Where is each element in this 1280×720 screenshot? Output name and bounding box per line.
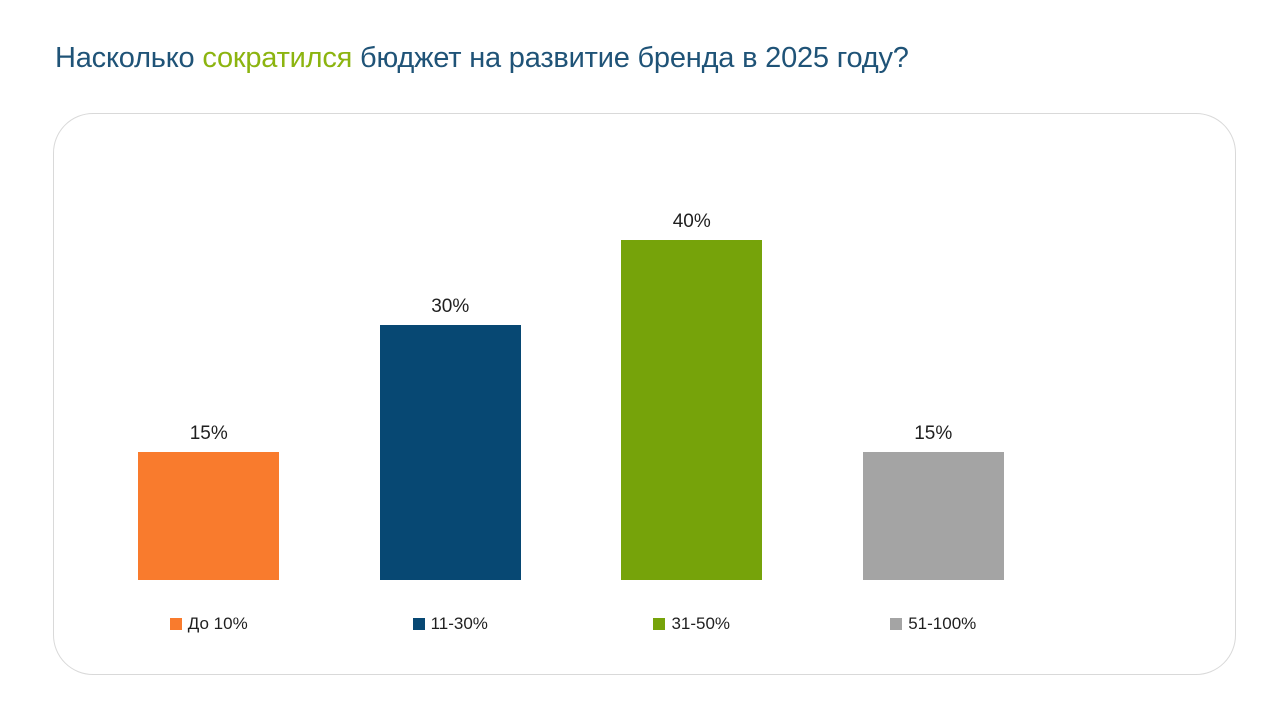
- legend-item: 11-30%: [330, 614, 572, 634]
- bar-value-label: 40%: [672, 211, 711, 233]
- bar-value-label: 15%: [914, 423, 953, 445]
- legend-item: До 10%: [88, 614, 330, 634]
- legend-swatch-icon: [653, 618, 666, 631]
- legend-item: 51-100%: [813, 614, 1055, 634]
- bar: [379, 325, 521, 580]
- chart-legend: До 10% 11-30% 31-50% 51-100%: [88, 614, 1054, 634]
- bar-group: 15%: [88, 423, 330, 580]
- legend-label: 51-100%: [908, 614, 977, 633]
- bar-value-label: 15%: [189, 423, 228, 445]
- legend-swatch-icon: [169, 618, 182, 631]
- bar: [862, 452, 1004, 580]
- chart-card: 15% 30% 40% 15% До 10% 11: [53, 113, 1236, 675]
- legend-swatch-icon: [890, 618, 903, 631]
- bar-group: 15%: [813, 423, 1055, 580]
- page-title-suffix: бюджет на развитие бренда в 2025 году?: [352, 42, 909, 74]
- legend-label: 11-30%: [430, 614, 488, 633]
- bar-group: 30%: [330, 296, 572, 580]
- legend-swatch-icon: [412, 618, 425, 631]
- bar-value-label: 30%: [431, 296, 470, 318]
- bar-chart: 15% 30% 40% 15%: [88, 114, 1054, 580]
- legend-item: 31-50%: [571, 614, 813, 634]
- page-title: Насколько сократился бюджет на развитие …: [55, 42, 909, 75]
- bar-group: 40%: [571, 211, 813, 580]
- bar: [621, 240, 763, 580]
- bar: [138, 452, 280, 580]
- page-title-highlight: сократился: [202, 42, 353, 74]
- legend-label: 31-50%: [671, 614, 731, 633]
- legend-label: До 10%: [187, 614, 248, 633]
- page-title-prefix: Насколько: [55, 42, 203, 74]
